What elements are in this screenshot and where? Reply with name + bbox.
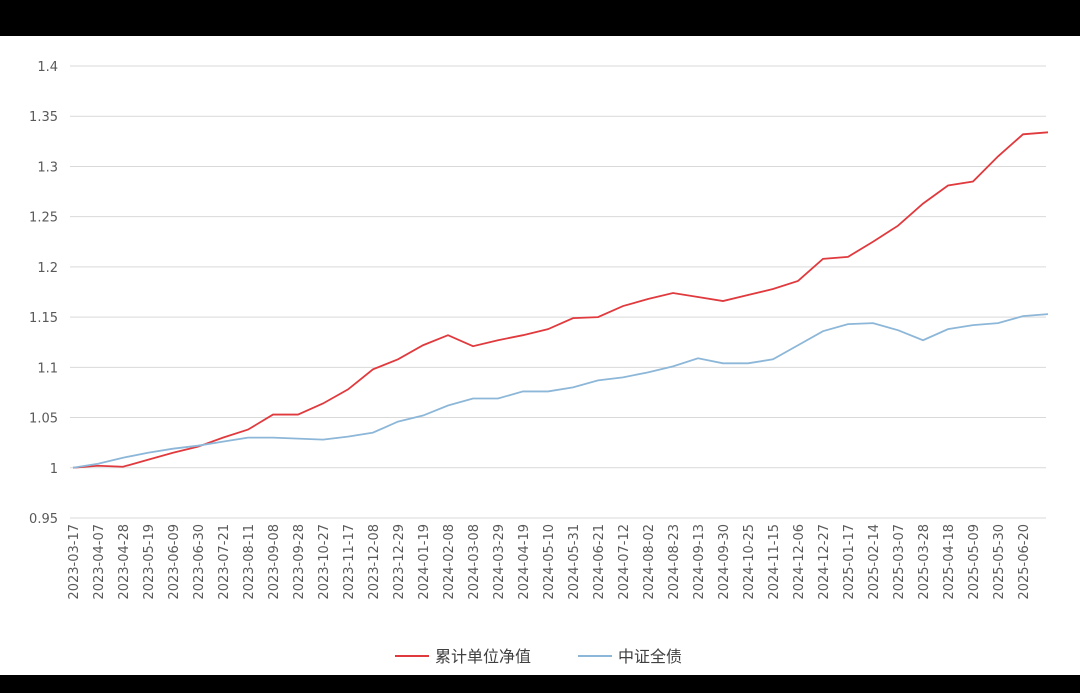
x-tick-label: 2024-05-10 bbox=[542, 524, 557, 600]
y-tick-label: 1.2 bbox=[37, 261, 58, 276]
x-tick-label: 2024-04-19 bbox=[517, 524, 532, 600]
x-tick-label: 2025-03-28 bbox=[917, 524, 932, 600]
x-tick-label: 2023-12-08 bbox=[367, 524, 382, 600]
x-tick-label: 2024-07-12 bbox=[617, 524, 632, 600]
x-tick-label: 2024-02-08 bbox=[442, 524, 457, 600]
x-tick-label: 2023-06-30 bbox=[192, 524, 207, 600]
x-tick-label: 2024-03-08 bbox=[467, 524, 482, 600]
x-tick-label: 2024-09-30 bbox=[717, 524, 732, 600]
x-tick-label: 2024-08-02 bbox=[642, 524, 657, 600]
x-tick-label: 2024-12-27 bbox=[817, 524, 832, 600]
x-tick-label: 2023-08-11 bbox=[242, 524, 257, 600]
legend-label: 累计单位净值 bbox=[435, 647, 531, 666]
x-tick-label: 2025-05-30 bbox=[992, 524, 1007, 600]
x-tick-label: 2024-08-23 bbox=[667, 524, 682, 600]
x-tick-label: 2024-03-29 bbox=[492, 524, 507, 600]
x-tick-label: 2025-02-14 bbox=[867, 524, 882, 600]
x-tick-label: 2024-01-19 bbox=[417, 524, 432, 600]
y-tick-label: 1.35 bbox=[29, 110, 58, 125]
legend-label: 中证全债 bbox=[618, 647, 682, 666]
x-tick-label: 2024-06-21 bbox=[592, 524, 607, 600]
x-tick-label: 2023-05-19 bbox=[142, 524, 157, 600]
x-tick-label: 2025-05-09 bbox=[967, 524, 982, 600]
x-tick-label: 2024-05-31 bbox=[567, 524, 582, 600]
y-tick-label: 1.15 bbox=[29, 311, 58, 326]
x-tick-label: 2023-09-08 bbox=[267, 524, 282, 600]
x-tick-label: 2024-09-13 bbox=[692, 524, 707, 600]
x-tick-label: 2023-07-21 bbox=[217, 524, 232, 600]
y-tick-label: 0.95 bbox=[29, 512, 58, 527]
x-tick-label: 2023-09-28 bbox=[292, 524, 307, 600]
x-tick-label: 2023-06-09 bbox=[167, 524, 182, 600]
x-tick-label: 2023-11-17 bbox=[342, 524, 357, 600]
series-line bbox=[72, 313, 1049, 469]
x-tick-label: 2024-10-25 bbox=[742, 524, 757, 600]
y-tick-label: 1.3 bbox=[37, 160, 58, 175]
chart: 0.95 1 1.05 1.1 1.15 1.2 1.25 1.3 1.35 1.4 2023-03… bbox=[29, 60, 1049, 666]
x-tick-label: 2025-06-20 bbox=[1017, 524, 1032, 600]
x-tick-label: 2023-04-28 bbox=[117, 524, 132, 600]
x-tick-label: 2024-12-06 bbox=[792, 524, 807, 600]
x-tick-label: 2023-12-29 bbox=[392, 524, 407, 600]
y-tick-label: 1.25 bbox=[29, 211, 58, 226]
y-tick-label: 1.4 bbox=[37, 60, 58, 75]
x-tick-label: 2023-04-07 bbox=[92, 524, 107, 600]
x-tick-label: 2025-04-18 bbox=[942, 524, 957, 600]
x-tick-label: 2024-11-15 bbox=[767, 524, 782, 600]
y-tick-label: 1.1 bbox=[37, 361, 58, 376]
y-tick-label: 1.05 bbox=[29, 412, 58, 427]
series-line bbox=[72, 131, 1049, 469]
x-tick-label: 2025-01-17 bbox=[842, 524, 857, 600]
x-tick-label: 2025-03-07 bbox=[892, 524, 907, 600]
x-tick-label: 2023-03-17 bbox=[67, 524, 82, 600]
y-tick-label: 1 bbox=[50, 462, 58, 477]
chart-frame: 0.95 1 1.05 1.1 1.15 1.2 1.25 1.3 1.35 1.4 2023-03… bbox=[0, 36, 1080, 675]
x-tick-label: 2023-10-27 bbox=[317, 524, 332, 600]
